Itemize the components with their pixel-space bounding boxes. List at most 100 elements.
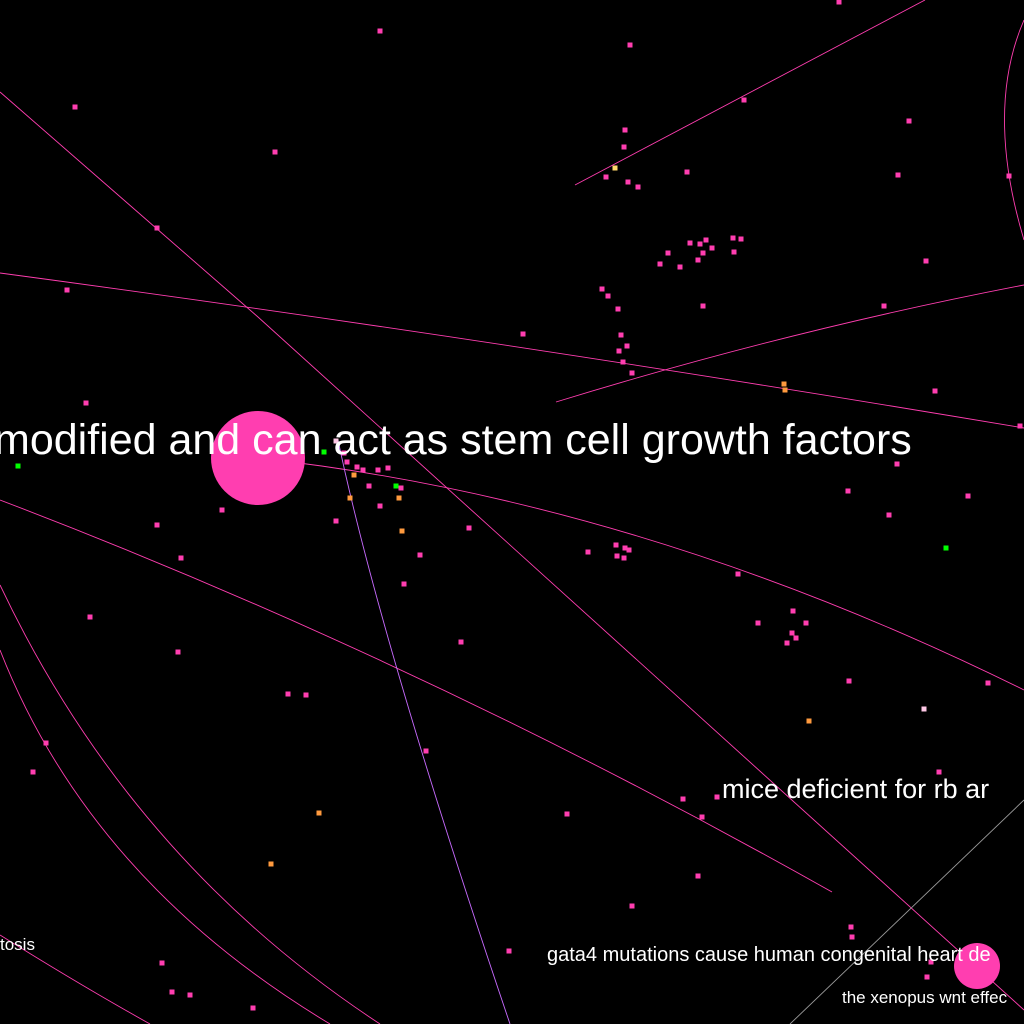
graph-node[interactable]: [30, 769, 36, 775]
graph-node[interactable]: [187, 992, 193, 998]
graph-node[interactable]: [985, 680, 991, 686]
graph-node[interactable]: [741, 97, 747, 103]
graph-node-green[interactable]: [393, 483, 399, 489]
graph-node-orange[interactable]: [316, 810, 322, 816]
graph-node-green[interactable]: [321, 449, 327, 455]
graph-node[interactable]: [622, 545, 628, 551]
graph-node[interactable]: [72, 104, 78, 110]
graph-node[interactable]: [154, 522, 160, 528]
graph-node[interactable]: [793, 635, 799, 641]
graph-node-orange[interactable]: [782, 387, 788, 393]
graph-node[interactable]: [684, 169, 690, 175]
graph-node[interactable]: [520, 331, 526, 337]
graph-node[interactable]: [738, 236, 744, 242]
graph-node[interactable]: [626, 547, 632, 553]
graph-node[interactable]: [714, 794, 720, 800]
graph-node[interactable]: [635, 184, 641, 190]
graph-node-light[interactable]: [333, 438, 339, 444]
graph-node[interactable]: [398, 485, 404, 491]
graph-node[interactable]: [169, 989, 175, 995]
graph-node[interactable]: [731, 249, 737, 255]
graph-node[interactable]: [703, 237, 709, 243]
graph-node[interactable]: [803, 620, 809, 626]
graph-node[interactable]: [625, 179, 631, 185]
graph-node[interactable]: [629, 903, 635, 909]
graph-node[interactable]: [677, 264, 683, 270]
graph-node[interactable]: [613, 542, 619, 548]
graph-node[interactable]: [1006, 173, 1012, 179]
graph-node-light[interactable]: [921, 706, 927, 712]
graph-node[interactable]: [622, 127, 628, 133]
graph-node[interactable]: [333, 518, 339, 524]
graph-node[interactable]: [881, 303, 887, 309]
graph-node[interactable]: [605, 293, 611, 299]
graph-node-orange[interactable]: [806, 718, 812, 724]
graph-node[interactable]: [697, 241, 703, 247]
graph-node[interactable]: [700, 250, 706, 256]
graph-node[interactable]: [680, 796, 686, 802]
graph-node[interactable]: [936, 769, 942, 775]
graph-node[interactable]: [285, 691, 291, 697]
graph-node[interactable]: [836, 0, 842, 5]
graph-node[interactable]: [848, 924, 854, 930]
graph-node[interactable]: [377, 28, 383, 34]
graph-node[interactable]: [377, 503, 383, 509]
graph-node[interactable]: [175, 649, 181, 655]
graph-node-yellow[interactable]: [612, 165, 618, 171]
graph-node-orange[interactable]: [347, 495, 353, 501]
graph-node[interactable]: [845, 488, 851, 494]
graph-node[interactable]: [154, 225, 160, 231]
graph-node[interactable]: [687, 240, 693, 246]
graph-node[interactable]: [250, 1005, 256, 1011]
graph-node[interactable]: [585, 549, 591, 555]
graph-node[interactable]: [894, 461, 900, 467]
graph-node[interactable]: [735, 571, 741, 577]
graph-node[interactable]: [965, 493, 971, 499]
graph-node[interactable]: [627, 42, 633, 48]
graph-node[interactable]: [401, 581, 407, 587]
graph-node[interactable]: [621, 555, 627, 561]
graph-node[interactable]: [219, 507, 225, 513]
graph-node[interactable]: [615, 306, 621, 312]
graph-node[interactable]: [614, 553, 620, 559]
hub-node-gata4[interactable]: [954, 943, 1000, 989]
graph-node[interactable]: [928, 959, 934, 965]
graph-node[interactable]: [366, 483, 372, 489]
graph-node[interactable]: [83, 400, 89, 406]
graph-node[interactable]: [64, 287, 70, 293]
graph-node[interactable]: [755, 620, 761, 626]
graph-node-orange[interactable]: [781, 381, 787, 387]
graph-node[interactable]: [620, 359, 626, 365]
graph-node-green[interactable]: [943, 545, 949, 551]
graph-node[interactable]: [695, 873, 701, 879]
graph-node[interactable]: [360, 467, 366, 473]
graph-node[interactable]: [618, 332, 624, 338]
graph-node[interactable]: [87, 614, 93, 620]
graph-node[interactable]: [344, 459, 350, 465]
graph-node[interactable]: [789, 630, 795, 636]
graph-node[interactable]: [709, 245, 715, 251]
graph-node[interactable]: [699, 814, 705, 820]
graph-node[interactable]: [657, 261, 663, 267]
graph-node[interactable]: [423, 748, 429, 754]
graph-node[interactable]: [924, 974, 930, 980]
graph-node[interactable]: [599, 286, 605, 292]
graph-node[interactable]: [895, 172, 901, 178]
graph-node[interactable]: [784, 640, 790, 646]
graph-node[interactable]: [621, 144, 627, 150]
graph-node[interactable]: [695, 257, 701, 263]
graph-node[interactable]: [272, 149, 278, 155]
graph-node[interactable]: [629, 370, 635, 376]
graph-node[interactable]: [846, 678, 852, 684]
graph-node[interactable]: [375, 467, 381, 473]
graph-node[interactable]: [466, 525, 472, 531]
graph-node[interactable]: [849, 934, 855, 940]
graph-node[interactable]: [730, 235, 736, 241]
graph-node-orange[interactable]: [351, 472, 357, 478]
graph-node[interactable]: [417, 552, 423, 558]
graph-node[interactable]: [385, 465, 391, 471]
graph-node[interactable]: [43, 740, 49, 746]
graph-node-orange[interactable]: [268, 861, 274, 867]
graph-node[interactable]: [303, 692, 309, 698]
hub-node-main[interactable]: [211, 411, 305, 505]
